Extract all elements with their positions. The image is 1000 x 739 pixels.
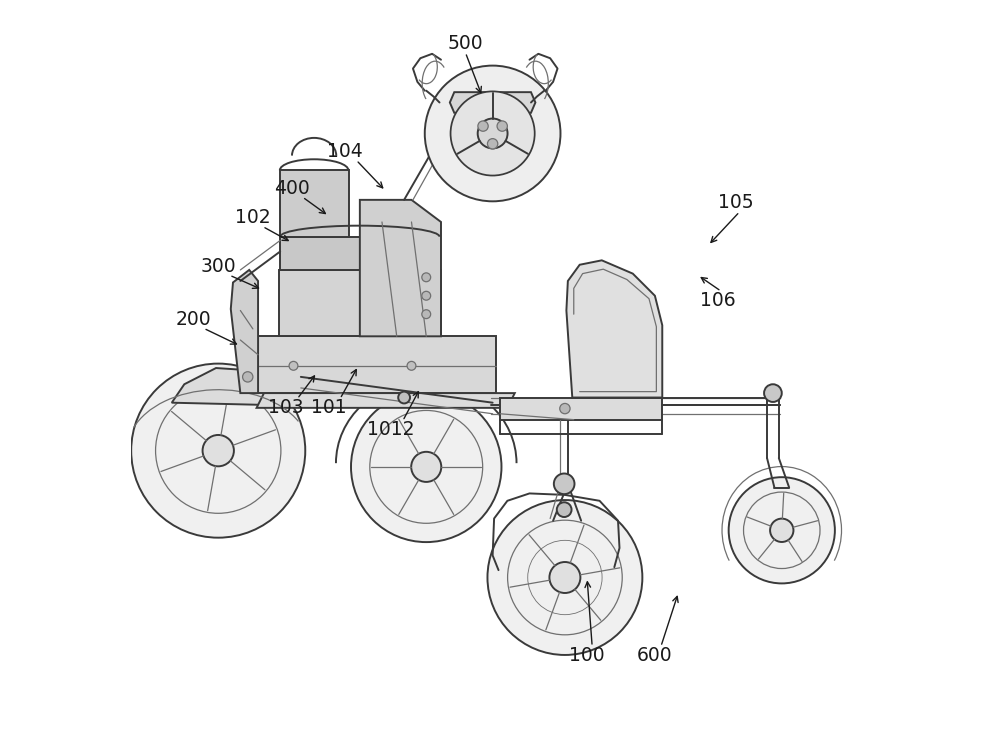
Polygon shape bbox=[566, 260, 662, 398]
Circle shape bbox=[351, 392, 501, 542]
Circle shape bbox=[407, 361, 416, 370]
Circle shape bbox=[243, 372, 253, 382]
Polygon shape bbox=[450, 92, 535, 113]
Circle shape bbox=[422, 310, 431, 319]
Text: 600: 600 bbox=[637, 646, 673, 665]
Polygon shape bbox=[279, 270, 441, 336]
Text: 105: 105 bbox=[718, 194, 754, 212]
Text: 100: 100 bbox=[569, 646, 605, 665]
Text: 102: 102 bbox=[235, 208, 271, 227]
Polygon shape bbox=[280, 171, 349, 236]
Circle shape bbox=[478, 118, 508, 149]
Text: 1012: 1012 bbox=[367, 420, 415, 440]
Circle shape bbox=[203, 435, 234, 466]
Circle shape bbox=[478, 121, 488, 132]
Text: 106: 106 bbox=[700, 290, 735, 310]
Circle shape bbox=[398, 392, 410, 403]
Text: 104: 104 bbox=[327, 142, 363, 160]
Circle shape bbox=[549, 562, 580, 593]
Polygon shape bbox=[172, 368, 273, 405]
Circle shape bbox=[131, 364, 305, 538]
Circle shape bbox=[560, 403, 570, 414]
Circle shape bbox=[497, 121, 507, 132]
Text: 101: 101 bbox=[311, 398, 347, 418]
Text: 500: 500 bbox=[448, 34, 483, 53]
Circle shape bbox=[422, 291, 431, 300]
Text: 400: 400 bbox=[274, 179, 310, 197]
Polygon shape bbox=[360, 200, 441, 336]
Circle shape bbox=[411, 452, 441, 482]
Polygon shape bbox=[258, 336, 496, 393]
Circle shape bbox=[557, 503, 572, 517]
Circle shape bbox=[487, 500, 642, 655]
Circle shape bbox=[422, 273, 431, 282]
Text: 103: 103 bbox=[268, 398, 304, 418]
Circle shape bbox=[487, 139, 498, 149]
Circle shape bbox=[451, 92, 535, 176]
Text: 300: 300 bbox=[200, 256, 236, 276]
Polygon shape bbox=[231, 270, 258, 393]
Circle shape bbox=[770, 519, 793, 542]
Circle shape bbox=[425, 66, 560, 201]
Circle shape bbox=[729, 477, 835, 583]
Polygon shape bbox=[257, 393, 515, 408]
Polygon shape bbox=[280, 236, 440, 270]
Circle shape bbox=[554, 474, 574, 494]
Polygon shape bbox=[500, 398, 662, 420]
Text: 200: 200 bbox=[176, 310, 212, 329]
Circle shape bbox=[764, 384, 782, 402]
Circle shape bbox=[289, 361, 298, 370]
